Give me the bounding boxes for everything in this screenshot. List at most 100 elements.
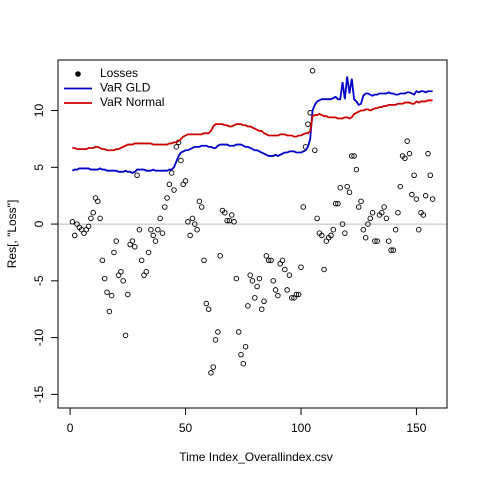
data-point [362, 234, 369, 241]
data-point [182, 178, 189, 184]
y-tick-label: -5 [32, 275, 46, 286]
data-point [344, 183, 350, 190]
data-point [409, 191, 415, 198]
data-point [106, 308, 113, 315]
data-point [379, 209, 385, 216]
plot-frame [57, 59, 448, 409]
data-point [402, 155, 408, 161]
data-point [104, 289, 110, 295]
data-point [189, 215, 196, 222]
data-point [85, 223, 92, 230]
data-point [286, 272, 293, 278]
data-point [238, 351, 244, 358]
data-point [120, 278, 126, 284]
data-point [233, 275, 240, 282]
data-point [365, 221, 371, 227]
data-point [247, 272, 253, 278]
data-point [131, 244, 138, 250]
data-point [245, 303, 251, 309]
data-point [125, 291, 131, 298]
data-point [212, 337, 219, 343]
data-point [427, 172, 434, 178]
data-point [265, 257, 272, 264]
data-point [342, 230, 348, 236]
data-point [95, 198, 101, 205]
data-point [150, 232, 156, 239]
data-point [203, 300, 210, 307]
data-point [289, 295, 295, 301]
data-point [252, 295, 258, 301]
data-point [166, 181, 173, 188]
x-tick-label: 50 [179, 421, 193, 435]
data-point [242, 343, 249, 350]
data-point [136, 226, 143, 233]
data-point [185, 219, 191, 225]
data-point [113, 238, 120, 244]
x-tick-label: 150 [406, 421, 426, 435]
data-point [293, 291, 300, 298]
data-point [429, 196, 436, 202]
data-point [351, 153, 357, 159]
data-point [321, 266, 327, 273]
data-point [332, 200, 339, 207]
data-point [272, 287, 279, 293]
data-point [222, 209, 228, 216]
data-point [284, 287, 290, 293]
data-point [249, 278, 256, 284]
series-line [72, 76, 433, 174]
data-point [108, 292, 115, 299]
data-point [178, 157, 184, 164]
data-point [339, 221, 346, 227]
data-point [88, 215, 94, 222]
data-point [385, 238, 392, 244]
data-point [349, 153, 355, 159]
data-point [235, 329, 242, 335]
data-point [422, 192, 429, 199]
data-point [155, 226, 161, 233]
data-point [143, 269, 150, 275]
data-point [420, 212, 427, 218]
data-point [360, 226, 367, 233]
data-point [111, 249, 117, 256]
legend-label: VaR GLD [100, 81, 151, 95]
data-point [367, 215, 374, 222]
y-tick-label: 0 [32, 220, 46, 227]
data-point [425, 150, 431, 157]
x-axis-label: Time Index_Overallindex.csv [179, 450, 333, 464]
data-point [162, 204, 168, 210]
data-point [210, 364, 216, 370]
data-point [358, 198, 364, 205]
data-point [305, 121, 311, 127]
data-point [168, 170, 175, 176]
data-point [254, 283, 260, 290]
data-point [404, 138, 410, 144]
y-tick-label: -10 [32, 329, 46, 347]
data-point [295, 291, 302, 298]
data-point [270, 278, 277, 284]
data-point [192, 221, 198, 227]
data-point [157, 215, 163, 222]
data-point [355, 204, 362, 210]
data-point [201, 257, 207, 264]
legend-label: Losses [100, 66, 138, 80]
series-line [72, 99, 433, 152]
data-point [372, 238, 378, 244]
y-tick-label: 10 [32, 104, 46, 118]
data-point [187, 232, 193, 239]
data-point [152, 238, 159, 244]
x-tick-label: 100 [291, 421, 311, 435]
data-point [145, 249, 152, 256]
data-point [194, 226, 200, 233]
data-point [240, 360, 247, 367]
data-point [129, 238, 136, 244]
data-point [282, 266, 288, 273]
data-point [397, 183, 404, 190]
data-point [256, 275, 263, 282]
data-point [171, 187, 177, 193]
y-tick-label: 5 [32, 164, 46, 171]
x-tick-label: 0 [67, 421, 74, 435]
data-point [328, 232, 334, 239]
data-point [374, 238, 380, 244]
